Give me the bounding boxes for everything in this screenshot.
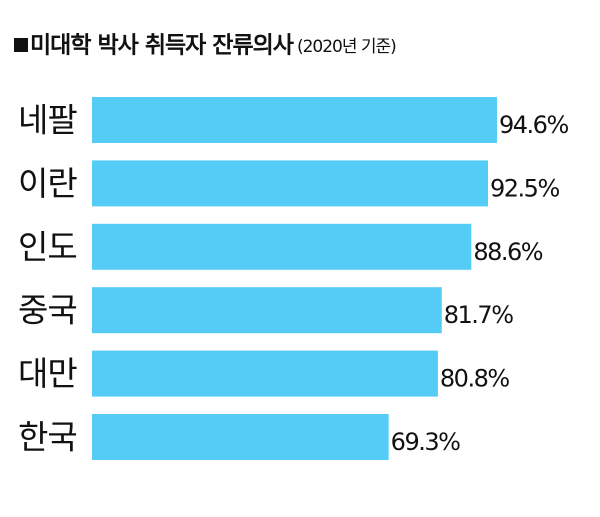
chart-subtitle: (2020년 기준) (297, 37, 396, 57)
title-marker (14, 38, 28, 52)
bar (92, 160, 489, 207)
value-label: 94.6% (499, 111, 568, 139)
bar (92, 350, 438, 397)
bar (92, 223, 472, 270)
value-label: 92.5% (490, 174, 559, 202)
category-label: 중국 (18, 291, 77, 330)
value-label: 88.6% (473, 238, 542, 266)
value-label: 80.8% (440, 365, 509, 393)
category-label: 네팔 (18, 101, 77, 140)
value-label: 69.3% (391, 428, 460, 456)
bar (92, 414, 389, 460)
value-label: 81.7% (444, 301, 513, 329)
chart-title: 미대학 박사 취득자 잔류의사 (30, 33, 294, 59)
bar (92, 287, 442, 334)
bar (92, 97, 497, 143)
category-label: 한국 (18, 418, 77, 457)
category-label: 이란 (18, 164, 77, 203)
category-label: 인도 (18, 227, 77, 266)
category-label: 대만 (18, 354, 77, 393)
